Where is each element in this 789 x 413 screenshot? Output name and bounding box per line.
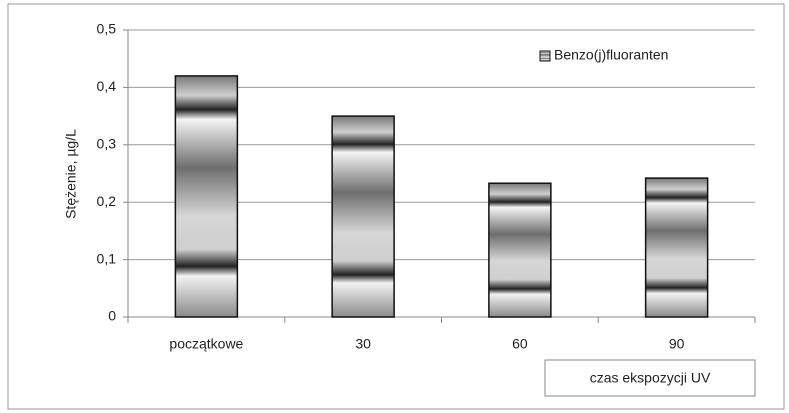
x-axis-label-box: [544, 359, 756, 397]
bar: [174, 75, 239, 318]
y-tick-label: 0,1: [97, 250, 117, 266]
y-axis-label: Stężenie, µg/L: [63, 129, 79, 219]
y-tick-label: 0: [108, 308, 116, 324]
legend-label: Benzo(j)fluoranten: [554, 47, 668, 63]
legend-swatch: [539, 50, 551, 62]
bar: [644, 177, 709, 318]
bar: [488, 182, 552, 318]
x-tick-label: 90: [669, 336, 685, 352]
x-axis-label: czas ekspozycji UV: [590, 370, 711, 386]
x-tick-label: 30: [355, 336, 371, 352]
x-tick-label: 60: [512, 336, 528, 352]
y-tick-label: 0,5: [97, 21, 117, 37]
y-tick-label: 0,2: [97, 193, 117, 209]
bar: [331, 115, 395, 318]
x-tick-label: początkowe: [169, 336, 243, 352]
y-tick-label: 0,4: [97, 78, 117, 94]
y-tick-label: 0,3: [97, 136, 117, 152]
